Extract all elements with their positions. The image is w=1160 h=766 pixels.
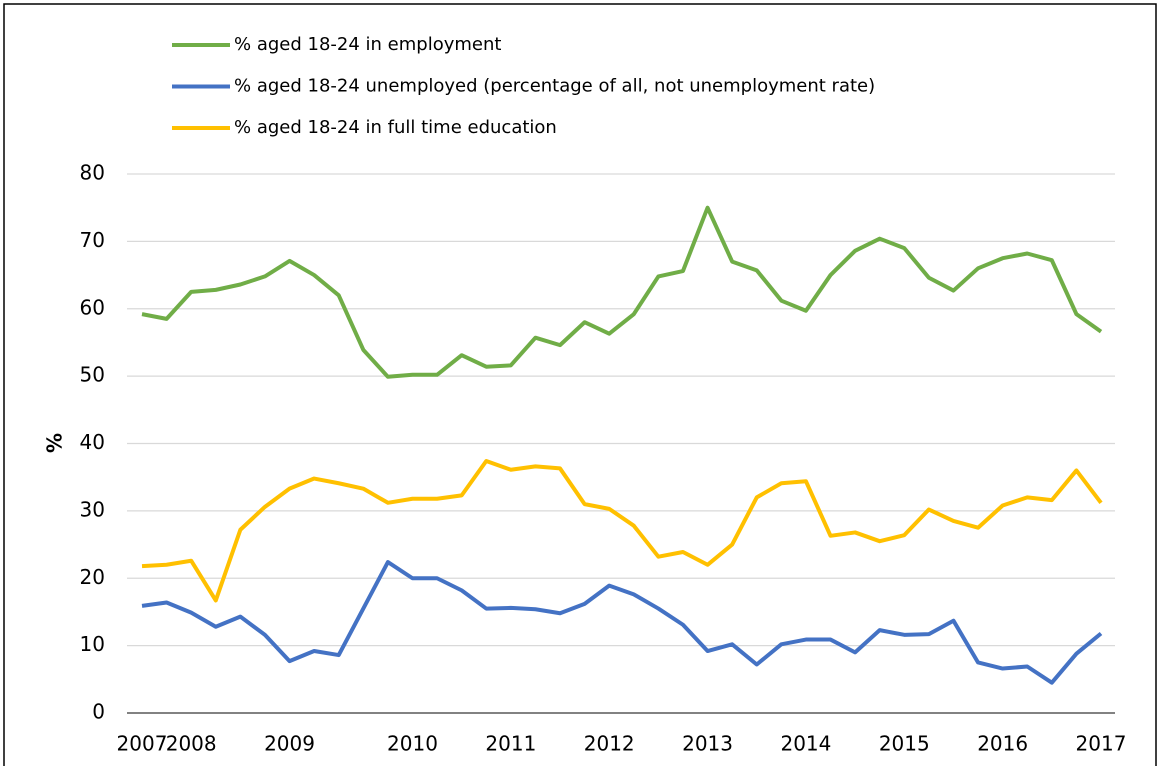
legend-label: % aged 18-24 unemployed (percentage of a… [234, 76, 875, 97]
series-line [141, 205, 1103, 379]
y-tick-label: 20 [80, 565, 105, 589]
series-line [141, 459, 1103, 603]
legend-label: % aged 18-24 in employment [234, 34, 501, 55]
series-line [141, 560, 1103, 685]
x-tick-label: 2016 [977, 732, 1028, 756]
y-tick-label: 10 [80, 632, 105, 656]
y-tick-label: 70 [80, 228, 105, 252]
x-tick-label: 2010 [387, 732, 438, 756]
y-axis-label: % [43, 433, 67, 453]
x-tick-label: 2014 [780, 732, 831, 756]
y-tick-label: 30 [80, 497, 105, 521]
y-tick-label: 40 [80, 430, 105, 454]
legend-label: % aged 18-24 in full time education [234, 117, 557, 138]
x-tick-label: 2017 [1076, 732, 1127, 756]
y-tick-label: 0 [92, 700, 105, 724]
y-tick-label: 60 [80, 295, 105, 319]
y-tick-label: 50 [80, 363, 105, 387]
y-tick-label: 80 [80, 161, 105, 185]
x-tick-label: 2009 [264, 732, 315, 756]
x-tick-label: 2007 [117, 732, 168, 756]
x-tick-label: 2013 [682, 732, 733, 756]
x-tick-label: 2015 [879, 732, 930, 756]
x-tick-label: 2011 [485, 732, 536, 756]
x-tick-label: 2012 [584, 732, 635, 756]
chart-frame [3, 3, 1157, 766]
x-tick-label: 2008 [166, 732, 217, 756]
